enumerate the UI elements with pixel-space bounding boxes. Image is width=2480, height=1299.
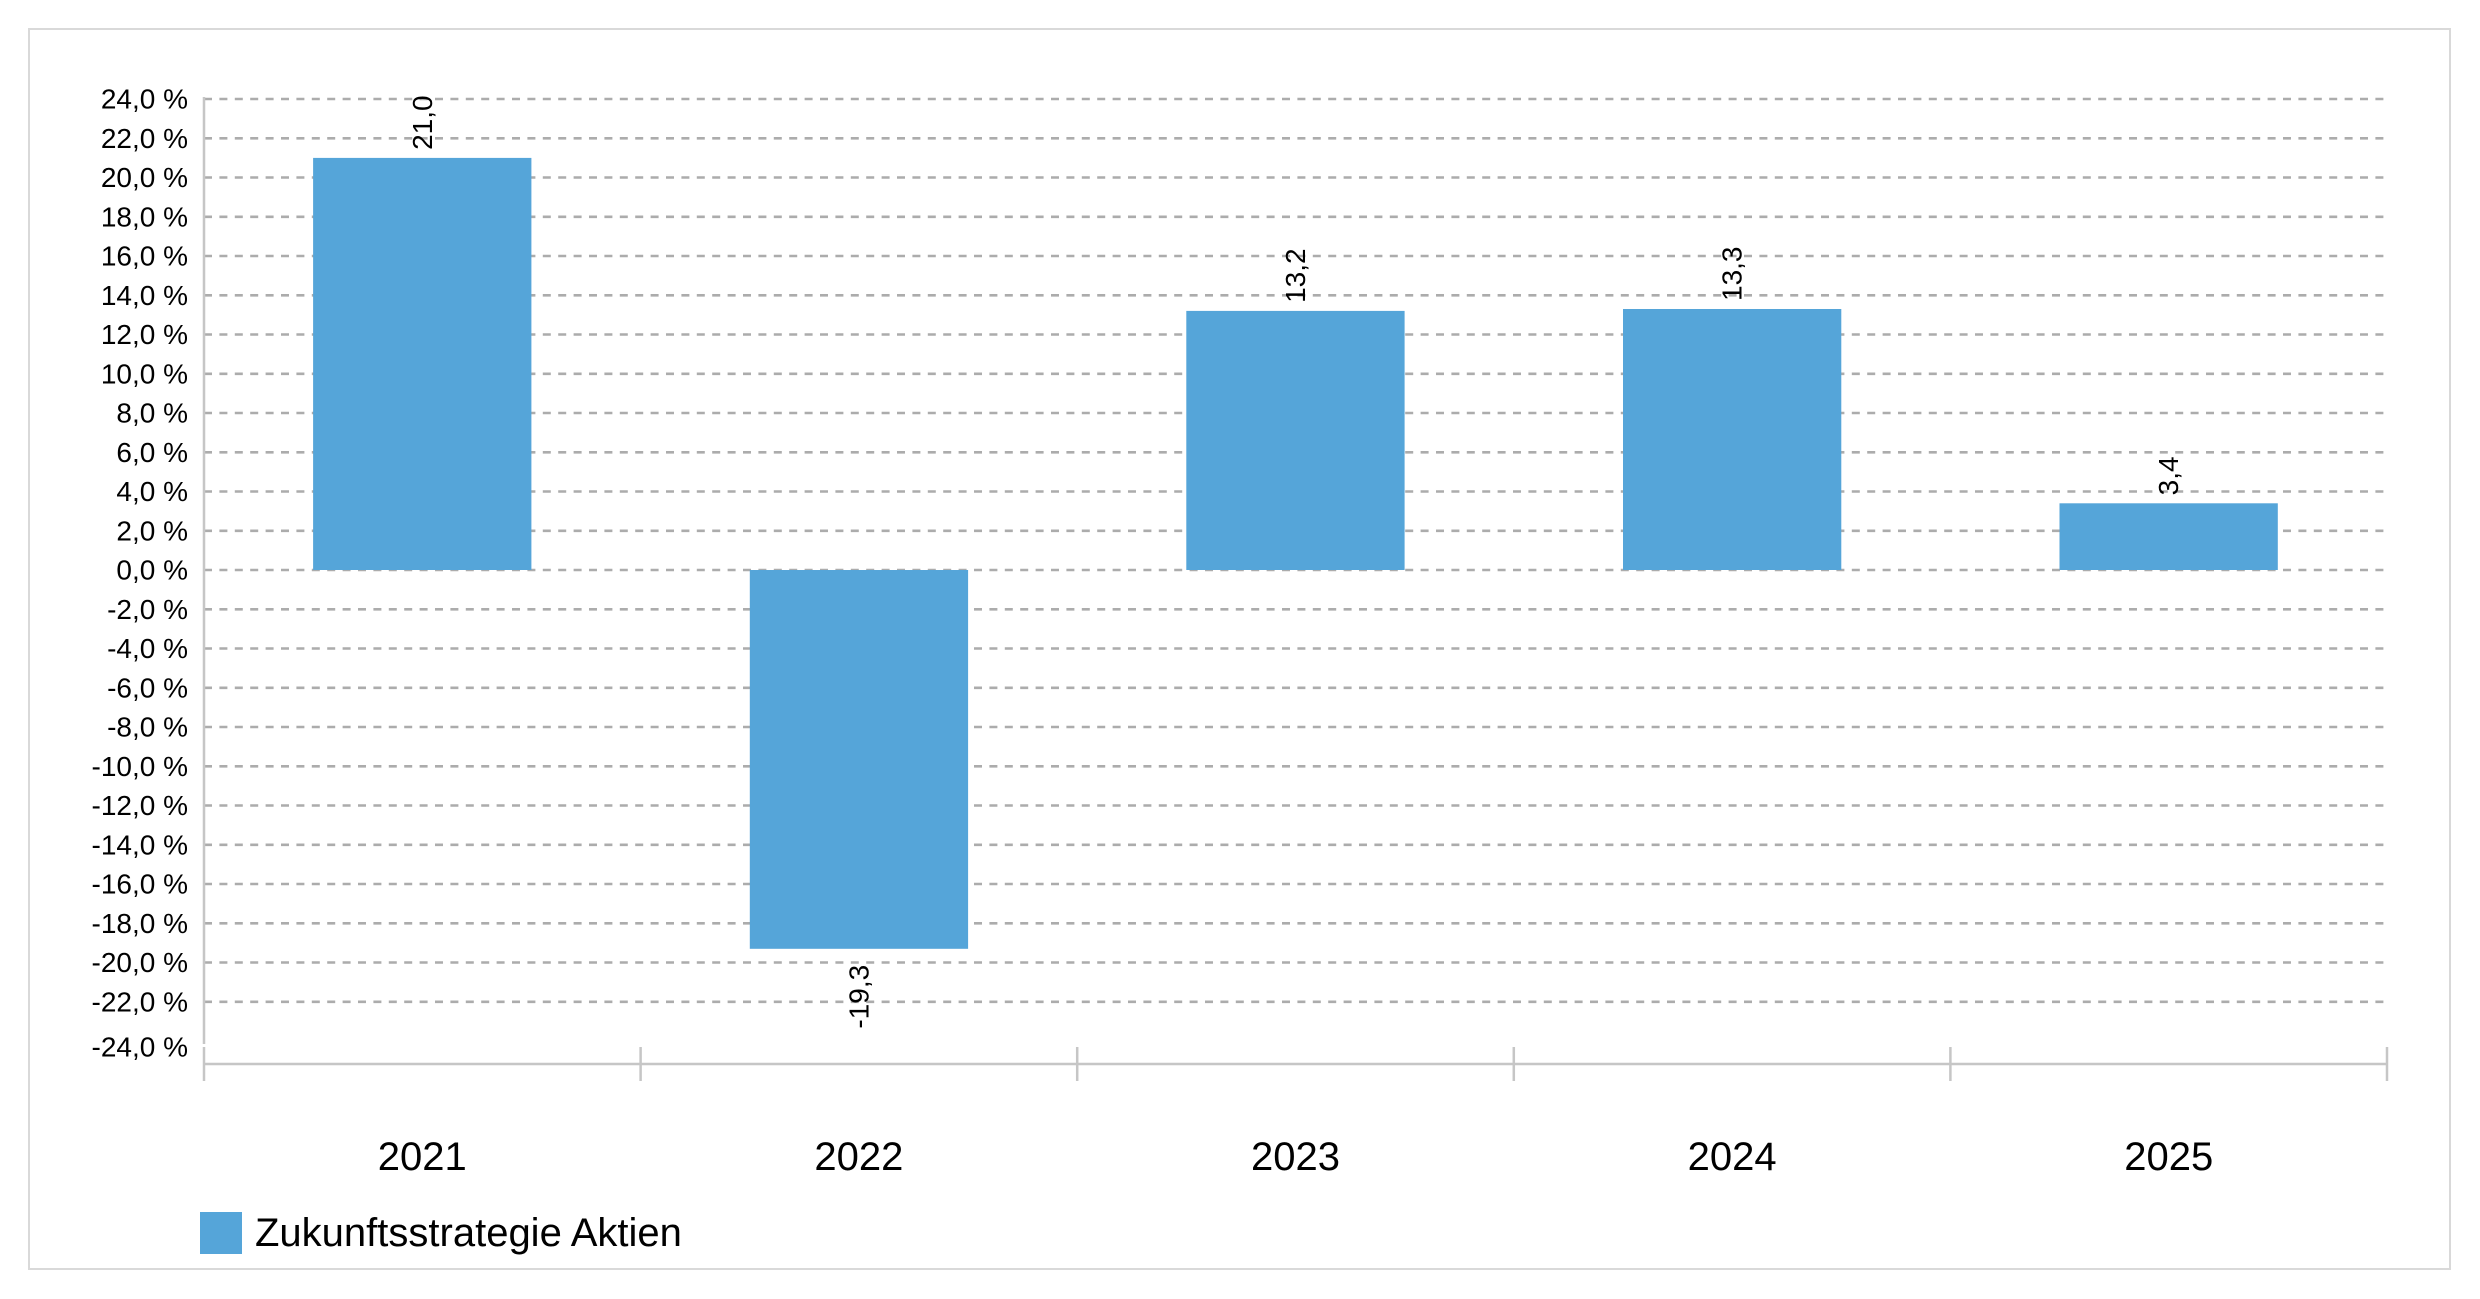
y-axis-label: -2,0 %	[107, 594, 188, 625]
x-axis-label: 2024	[1688, 1135, 1777, 1179]
y-axis-label: -10,0 %	[92, 751, 189, 782]
x-axis-label: 2021	[378, 1135, 467, 1179]
y-axis-label: 10,0 %	[101, 358, 188, 389]
legend[interactable]: Zukunftsstrategie Aktien	[200, 1211, 682, 1255]
y-axis-label: -22,0 %	[92, 986, 189, 1017]
bar-value-label: 13,2	[1280, 248, 1311, 303]
y-axis-label: -20,0 %	[92, 947, 189, 978]
y-axis-label: 0,0 %	[116, 555, 188, 586]
y-axis-label: -18,0 %	[92, 908, 189, 939]
y-axis-label: 4,0 %	[116, 476, 188, 507]
legend-swatch	[200, 1212, 242, 1254]
x-axis-label: 2023	[1251, 1135, 1340, 1179]
y-axis-label: 8,0 %	[116, 398, 188, 429]
y-axis-label: 16,0 %	[101, 241, 188, 272]
x-axis-label: 2022	[814, 1135, 903, 1179]
y-axis-label: 6,0 %	[116, 437, 188, 468]
y-axis-label: 18,0 %	[101, 201, 188, 232]
bar[interactable]	[1186, 310, 1405, 570]
bar[interactable]	[1623, 309, 1842, 570]
y-axis-label: 14,0 %	[101, 280, 188, 311]
y-axis-label: -14,0 %	[92, 829, 189, 860]
legend-label: Zukunftsstrategie Aktien	[255, 1211, 682, 1255]
y-axis-label: -8,0 %	[107, 712, 188, 743]
y-axis-label: 12,0 %	[101, 319, 188, 350]
bar[interactable]	[313, 157, 532, 570]
bar-value-label: 3,4	[2153, 456, 2184, 495]
bar[interactable]	[749, 570, 969, 949]
y-axis-label: -16,0 %	[92, 869, 189, 900]
y-axis-label: -24,0 %	[92, 1032, 189, 1063]
bar[interactable]	[2059, 503, 2278, 570]
y-axis-label: 20,0 %	[101, 162, 188, 193]
y-axis-label: -6,0 %	[107, 672, 188, 703]
y-axis-label: 24,0 %	[101, 84, 188, 115]
y-axis-label: 2,0 %	[116, 515, 188, 546]
bar-value-label: -19,3	[843, 965, 874, 1029]
bar-value-label: 21,0	[407, 95, 438, 150]
bar-value-label: 13,3	[1717, 247, 1748, 302]
y-axis-label: -4,0 %	[107, 633, 188, 664]
y-axis-label: 22,0 %	[101, 123, 188, 154]
x-axis-label: 2025	[2124, 1135, 2213, 1179]
y-axis-label: -12,0 %	[92, 790, 189, 821]
